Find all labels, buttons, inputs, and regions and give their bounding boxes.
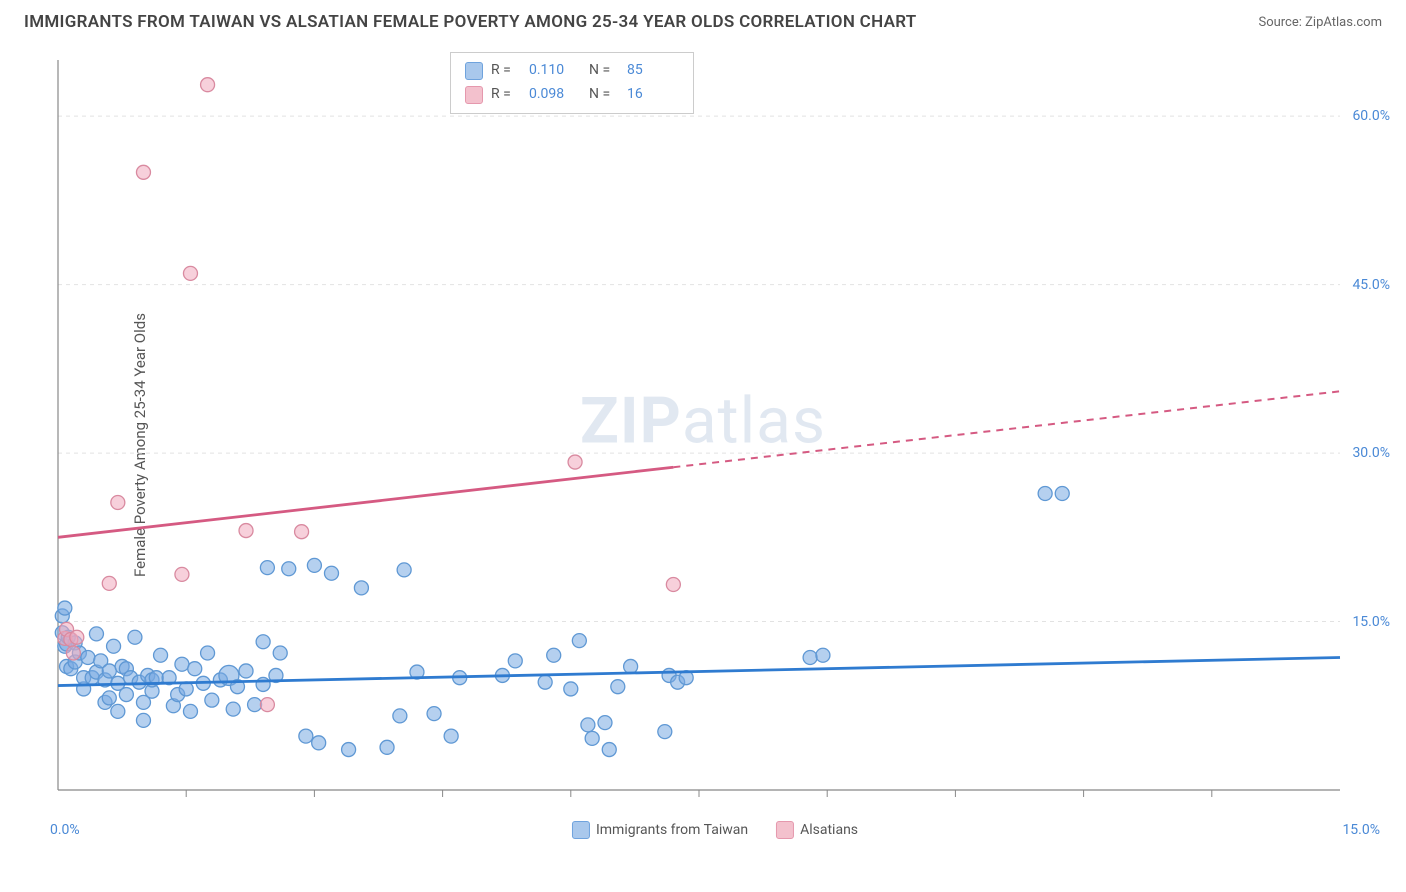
bottom-legend: Immigrants from Taiwan Alsatians [572,821,858,839]
legend-label-pink: Alsatians [800,822,858,838]
gridlines [58,116,1340,621]
legend-swatch-blue-icon [572,821,590,839]
legend-swatch-pink-icon [465,86,483,104]
scatter-plot-svg [50,50,1380,810]
r-label: R = [491,59,521,83]
y-tick-label: 60.0% [1352,108,1390,124]
stats-row-pink: R = 0.098 N = 16 [465,83,679,107]
legend-swatch-pink-icon [776,821,794,839]
trendline-pink [58,391,1340,537]
n-value-pink: 16 [627,83,679,107]
source-label: Source: [1258,15,1305,30]
series-pink-points [58,78,681,712]
y-tick-label: 15.0% [1352,614,1390,630]
n-label: N = [589,83,619,107]
r-value-blue: 0.110 [529,59,581,83]
chart-area: Female Poverty Among 25-34 Year Olds 15.… [0,50,1406,840]
y-tick-label: 30.0% [1352,445,1390,461]
source-attribution: Source: ZipAtlas.com [1258,15,1382,30]
legend-item-pink: Alsatians [776,821,858,839]
n-label: N = [589,59,619,83]
legend-label-blue: Immigrants from Taiwan [596,822,748,838]
r-label: R = [491,83,521,107]
x-axis-row: 0.0% Immigrants from Taiwan Alsatians 15… [50,818,1380,842]
chart-title: IMMIGRANTS FROM TAIWAN VS ALSATIAN FEMAL… [24,12,917,32]
header-row: IMMIGRANTS FROM TAIWAN VS ALSATIAN FEMAL… [0,0,1406,40]
legend-swatch-blue-icon [465,62,483,80]
stats-legend-box: R = 0.110 N = 85 R = 0.098 N = 16 [450,52,694,114]
y-tick-label: 45.0% [1352,277,1390,293]
x-max-label: 15.0% [1342,822,1380,838]
stats-row-blue: R = 0.110 N = 85 [465,59,679,83]
legend-item-blue: Immigrants from Taiwan [572,821,748,839]
x-min-label: 0.0% [50,822,80,838]
n-value-blue: 85 [627,59,679,83]
x-minor-ticks [186,790,1212,797]
r-value-pink: 0.098 [529,83,581,107]
source-name: ZipAtlas.com [1305,15,1382,30]
